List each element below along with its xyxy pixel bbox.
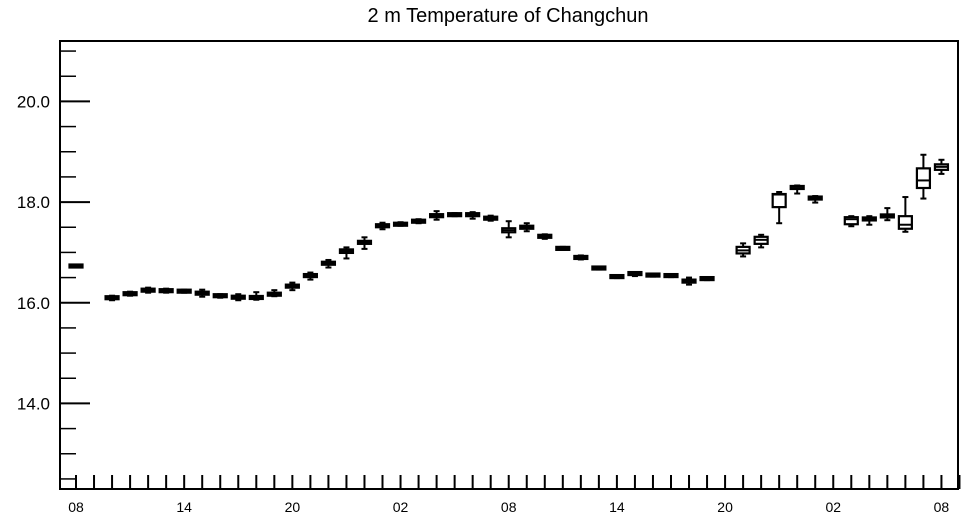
box [753, 233, 769, 249]
box [645, 272, 661, 278]
box [519, 222, 535, 233]
y-tick-label: 20.0 [17, 92, 50, 111]
box [465, 211, 481, 220]
x-tick-label: 08 [934, 499, 950, 515]
box [807, 195, 823, 204]
box [933, 158, 950, 175]
box [140, 286, 156, 294]
x-tick-label: 02 [393, 499, 409, 515]
x-tick-label: 20 [717, 499, 733, 515]
box [266, 289, 282, 298]
box [194, 288, 210, 298]
box [447, 212, 463, 218]
box-series [68, 153, 950, 302]
x-axis: 08 14 20 02 08 14 20 02 08 [68, 475, 961, 515]
box [555, 245, 571, 251]
box [861, 215, 877, 226]
box [879, 207, 895, 222]
x-tick-label: 14 [176, 499, 192, 515]
chart-title: 2 m Temperature of Changchun [368, 5, 649, 27]
box [302, 271, 318, 281]
box [68, 263, 84, 269]
box [429, 210, 445, 221]
box [897, 196, 913, 233]
box [483, 214, 499, 222]
plot-frame [59, 40, 959, 490]
x-tick-label: 14 [609, 499, 625, 515]
box [735, 242, 751, 258]
box [501, 220, 517, 239]
box [248, 291, 264, 301]
y-tick-label: 16.0 [17, 294, 50, 313]
x-tick-label: 02 [825, 499, 841, 515]
box [699, 275, 715, 282]
box-body [771, 192, 787, 209]
box [284, 281, 300, 292]
box [591, 265, 607, 271]
box [230, 293, 246, 302]
box [392, 221, 409, 227]
box [410, 218, 427, 225]
box [338, 246, 355, 260]
box-body [915, 167, 932, 190]
box-body [897, 215, 913, 230]
box [789, 184, 805, 195]
box [356, 236, 373, 250]
box [573, 254, 589, 261]
y-axis: 14.0 16.0 18.0 20.0 [17, 50, 90, 480]
box [843, 215, 859, 228]
box [771, 191, 787, 225]
box [374, 221, 391, 231]
box [212, 293, 228, 299]
box [663, 272, 679, 279]
box [681, 276, 697, 286]
box [320, 258, 337, 269]
x-tick-label: 08 [501, 499, 517, 515]
box [104, 294, 120, 302]
y-tick-label: 14.0 [17, 394, 50, 413]
box [122, 290, 138, 297]
box [915, 153, 932, 200]
box [537, 233, 553, 240]
x-tick-label: 08 [68, 499, 84, 515]
box [176, 288, 192, 294]
x-tick-label: 20 [285, 499, 301, 515]
y-tick-label: 18.0 [17, 193, 50, 212]
box [609, 273, 625, 280]
box [158, 287, 174, 294]
box [627, 270, 643, 278]
box-body [843, 216, 859, 226]
